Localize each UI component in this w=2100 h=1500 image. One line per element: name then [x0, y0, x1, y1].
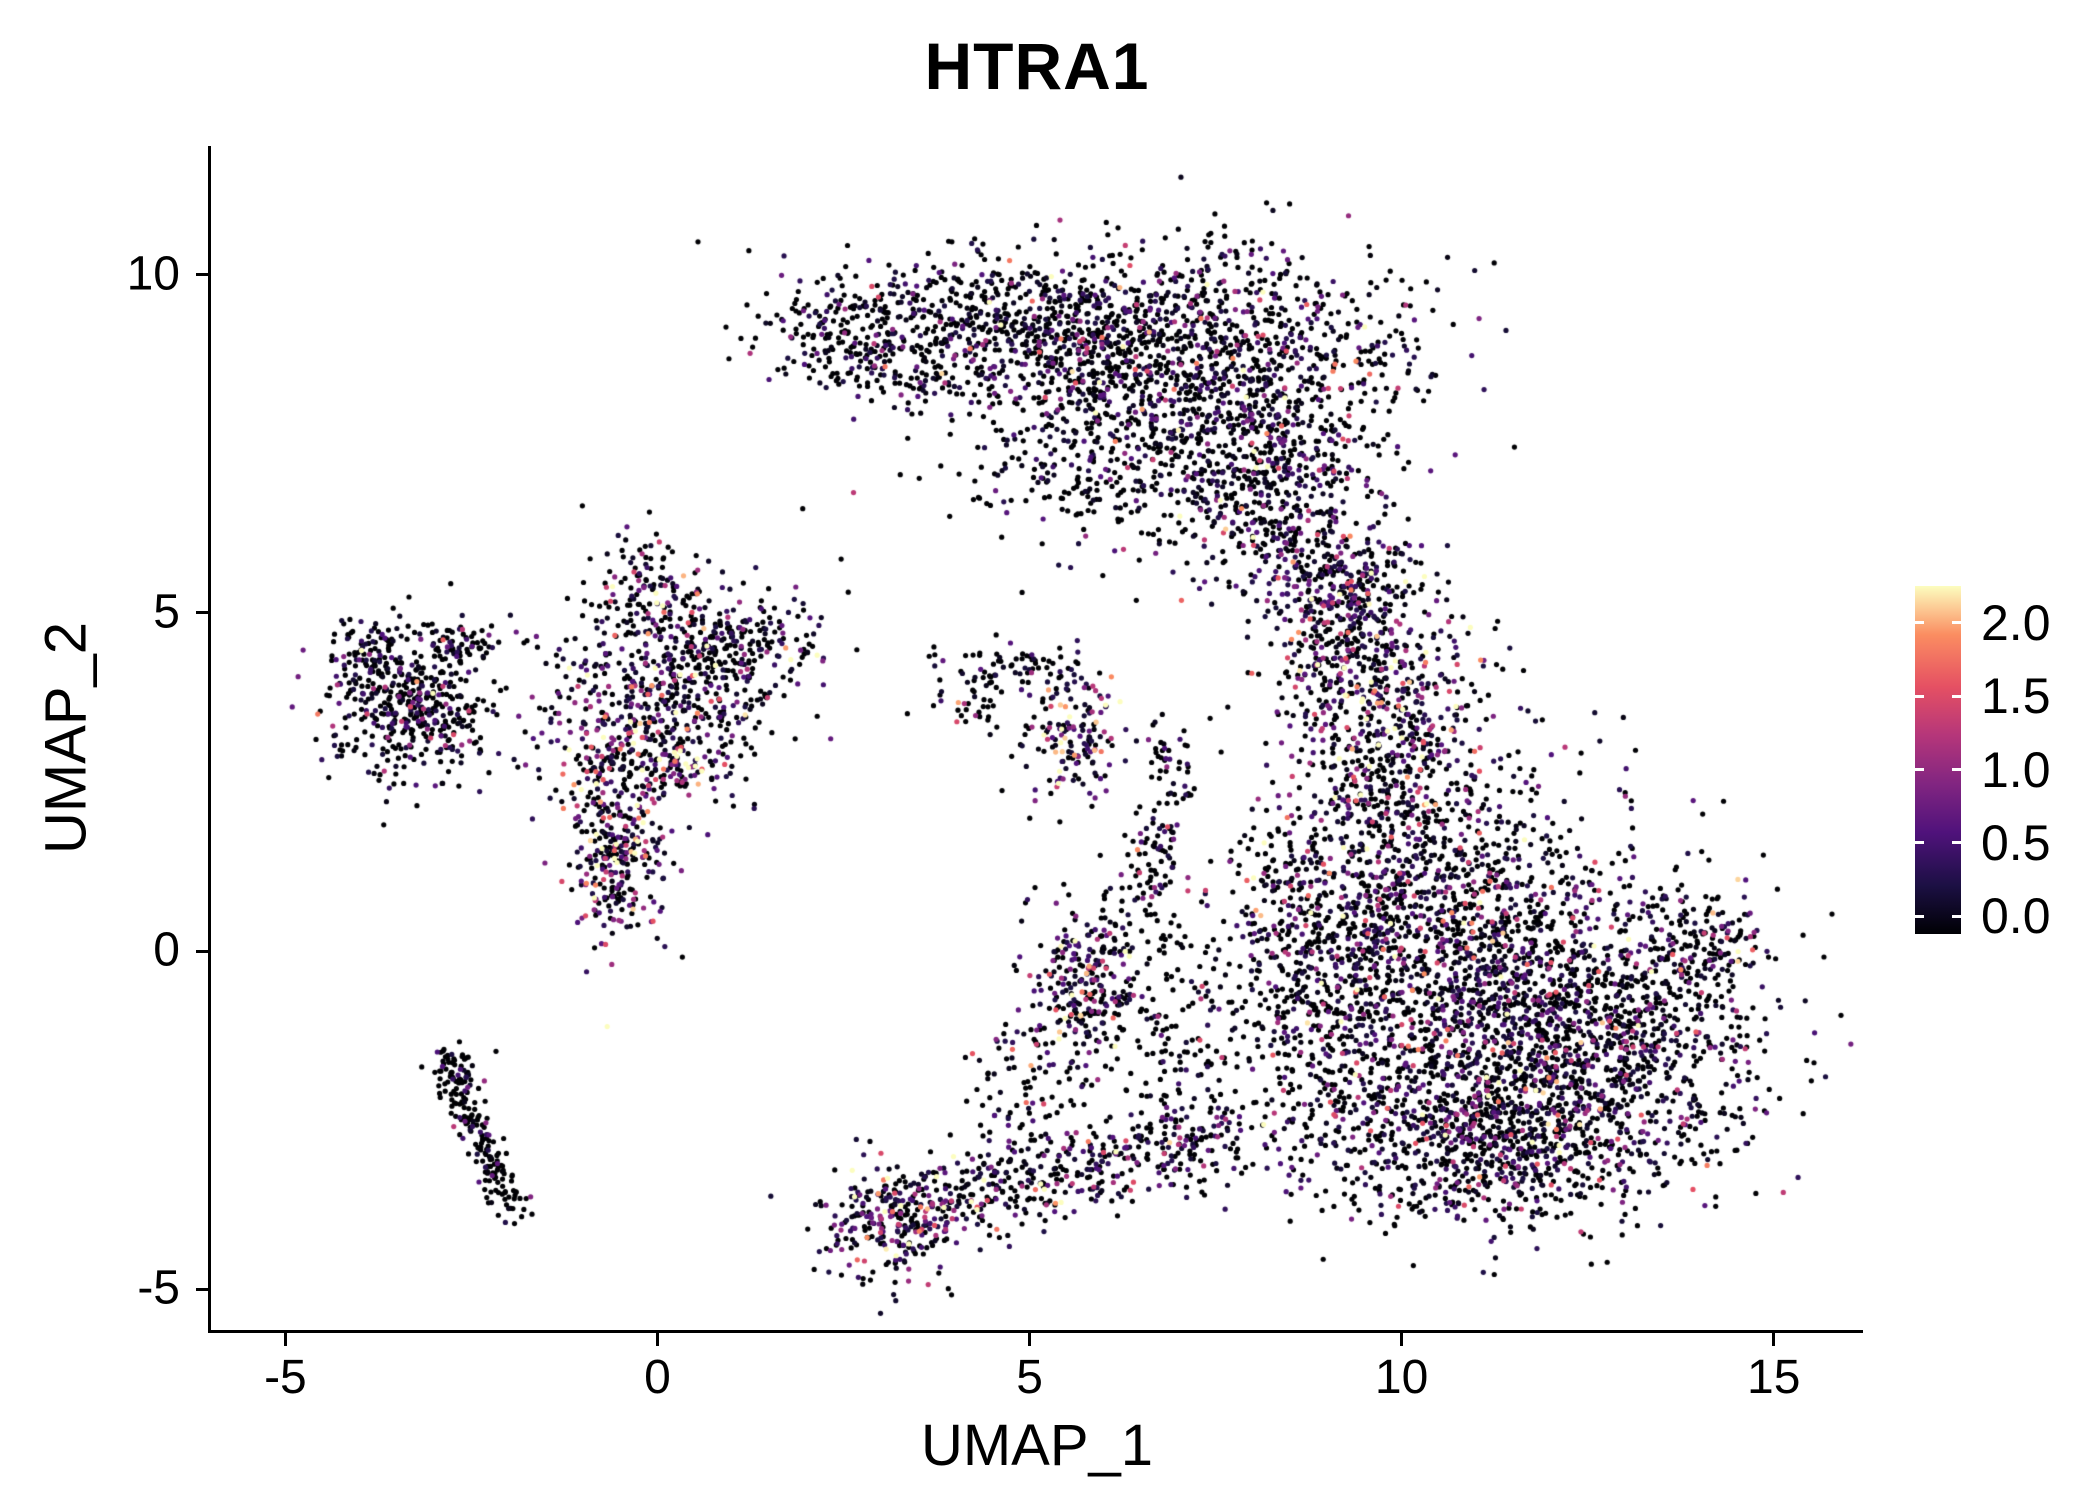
- x-tick-label: 10: [1374, 1351, 1429, 1404]
- colorbar-tick-mark: [1915, 841, 1924, 845]
- scatter-canvas: [211, 146, 1863, 1330]
- colorbar-tick-label: 2.0: [1981, 594, 2051, 651]
- colorbar-tick-mark: [1952, 768, 1961, 772]
- y-tick-label: -5: [137, 1261, 180, 1315]
- colorbar-tick-mark: [1915, 694, 1924, 698]
- x-tick-label: 0: [644, 1351, 671, 1404]
- colorbar-tick-label: 0.5: [1981, 814, 2051, 871]
- colorbar-tick-mark: [1915, 914, 1924, 918]
- y-tick-mark: [196, 611, 209, 615]
- colorbar-tick-mark: [1915, 768, 1924, 772]
- colorbar-tick-mark: [1952, 841, 1961, 845]
- x-axis-title: UMAP_1: [920, 1413, 1154, 1478]
- y-axis-title: UMAP_2: [33, 621, 99, 855]
- colorbar-gradient: [1915, 586, 1961, 934]
- y-tick-mark: [196, 1287, 209, 1291]
- colorbar-tick-mark: [1952, 694, 1961, 698]
- x-tick-mark: [283, 1333, 287, 1346]
- colorbar-tick-mark: [1915, 621, 1924, 625]
- plot-title: HTRA1: [924, 29, 1150, 103]
- colorbar-tick-label: 0.0: [1981, 888, 2051, 945]
- x-tick-label: -5: [264, 1351, 307, 1404]
- colorbar-tick-label: 1.0: [1981, 741, 2051, 798]
- plot-area: [208, 146, 1863, 1333]
- y-tick-label: 10: [126, 246, 180, 300]
- y-tick-mark: [196, 273, 209, 277]
- x-tick-mark: [1028, 1333, 1032, 1346]
- colorbar-tick-mark: [1952, 621, 1961, 625]
- x-tick-mark: [655, 1333, 659, 1346]
- x-tick-label: 5: [1016, 1351, 1043, 1404]
- y-tick-label: 0: [153, 923, 180, 977]
- colorbar-tick-label: 1.5: [1981, 668, 2051, 725]
- x-tick-mark: [1772, 1333, 1776, 1346]
- colorbar-tick-mark: [1952, 914, 1961, 918]
- x-tick-mark: [1400, 1333, 1404, 1346]
- x-tick-label: 15: [1746, 1351, 1801, 1404]
- y-tick-label: 5: [153, 585, 180, 639]
- y-tick-mark: [196, 949, 209, 953]
